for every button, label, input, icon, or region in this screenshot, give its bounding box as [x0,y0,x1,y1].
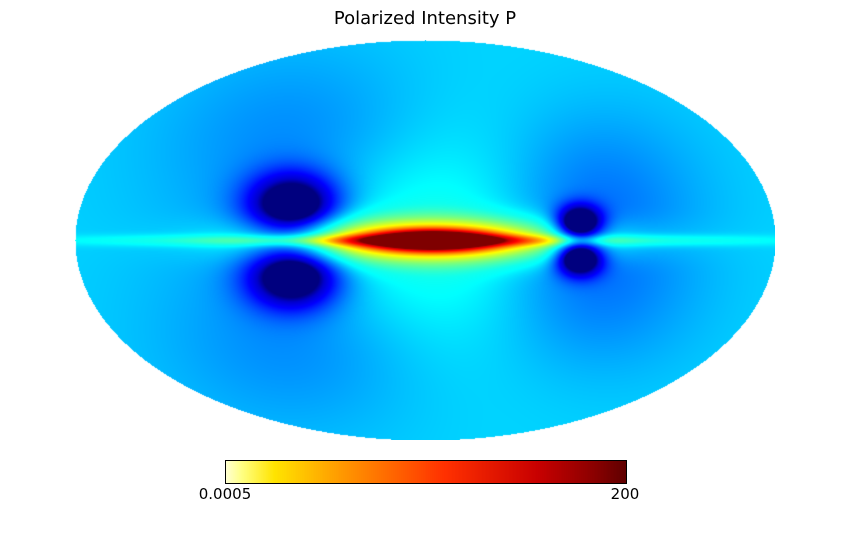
colorbar-max-label: 200 [611,485,640,503]
chart-title: Polarized Intensity P [0,8,850,29]
colorbar [225,460,625,482]
colorbar-min-label: 0.0005 [199,485,252,503]
colorbar-gradient [225,460,627,484]
mollweide-heatmap [75,40,775,440]
map-area [75,40,775,440]
figure: Polarized Intensity P 0.0005 200 [0,0,850,540]
